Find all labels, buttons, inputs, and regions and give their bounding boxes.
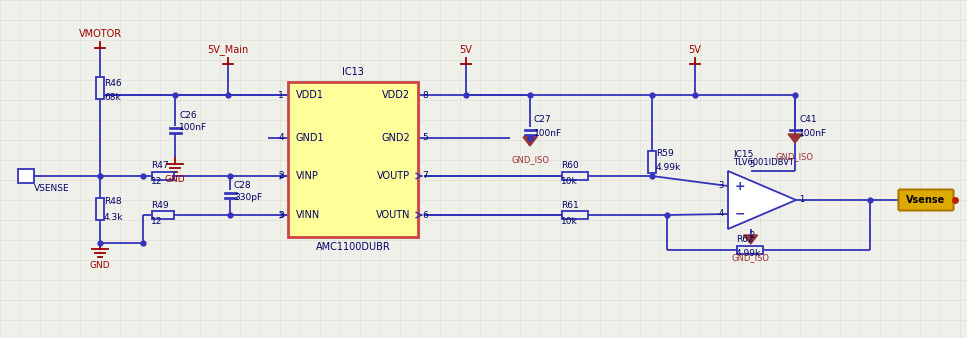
Bar [152,172,174,180]
Text: 12: 12 [151,177,162,187]
Bar [562,172,588,180]
Bar [96,77,104,99]
Bar [288,82,418,237]
Bar [737,246,763,254]
Text: R62: R62 [736,236,753,244]
Text: VINN: VINN [296,210,320,220]
Text: 5V_Main: 5V_Main [207,44,249,55]
Bar [152,211,174,219]
Text: 100nF: 100nF [179,123,207,132]
Text: 4.3k: 4.3k [104,213,124,221]
Text: 5: 5 [749,160,754,169]
Text: 5: 5 [422,134,427,143]
Text: +: + [735,179,746,193]
Polygon shape [744,235,758,244]
Text: 100nF: 100nF [534,129,562,139]
Text: 4: 4 [278,134,284,143]
FancyBboxPatch shape [898,190,953,211]
Text: 5V: 5V [459,45,473,55]
Polygon shape [523,137,537,146]
Text: 3: 3 [718,182,724,191]
Text: IC15: IC15 [733,150,753,159]
Text: 8: 8 [422,91,427,99]
Text: 4.99k: 4.99k [736,248,761,258]
Text: AMC1100DUBR: AMC1100DUBR [315,242,391,252]
Text: VINP: VINP [296,171,319,181]
Text: 6: 6 [422,211,427,219]
Text: 10k: 10k [561,217,577,225]
Text: R48: R48 [104,197,122,207]
Text: 1: 1 [799,195,805,204]
Text: C27: C27 [534,116,551,124]
Text: 3: 3 [278,211,284,219]
Text: R59: R59 [656,149,674,159]
Text: 4.99k: 4.99k [656,164,681,172]
Text: 330pF: 330pF [234,193,262,202]
Text: GND_ISO: GND_ISO [511,155,549,164]
Polygon shape [788,134,802,143]
Text: R47: R47 [151,162,168,170]
Text: IC13: IC13 [342,67,364,77]
Text: GND_ISO: GND_ISO [776,152,814,161]
Text: 12: 12 [151,217,162,225]
Text: GND: GND [164,175,186,185]
Text: R61: R61 [561,200,579,210]
Text: R46: R46 [104,78,122,88]
Text: Vsense: Vsense [906,195,946,205]
Text: 2: 2 [749,231,754,240]
Text: C26: C26 [179,112,196,121]
Text: VDD2: VDD2 [382,90,410,100]
Text: VOUTN: VOUTN [375,210,410,220]
Bar [18,169,34,183]
Bar [648,151,656,173]
Text: 7: 7 [422,171,427,180]
Text: GND: GND [90,261,110,269]
Text: 2: 2 [278,171,284,180]
Text: 5V: 5V [689,45,701,55]
Text: −: − [735,208,746,220]
Text: VDD1: VDD1 [296,90,324,100]
Text: GND_ISO: GND_ISO [732,253,770,262]
Text: TLV6001IDBVT: TLV6001IDBVT [733,158,794,167]
Text: C28: C28 [234,182,251,191]
Text: VMOTOR: VMOTOR [78,29,122,39]
Bar [562,211,588,219]
Text: C41: C41 [799,116,816,124]
Text: GND1: GND1 [296,133,325,143]
Text: 68k: 68k [104,93,121,101]
Text: R49: R49 [151,200,168,210]
Bar [96,198,104,220]
Text: 4: 4 [718,210,724,218]
Polygon shape [728,171,796,229]
Text: VSENSE: VSENSE [34,184,70,193]
Text: 100nF: 100nF [799,129,827,139]
Text: VOUTP: VOUTP [377,171,410,181]
Text: 1: 1 [278,91,284,99]
Text: GND2: GND2 [381,133,410,143]
Text: 10k: 10k [561,177,577,187]
Text: R60: R60 [561,162,579,170]
